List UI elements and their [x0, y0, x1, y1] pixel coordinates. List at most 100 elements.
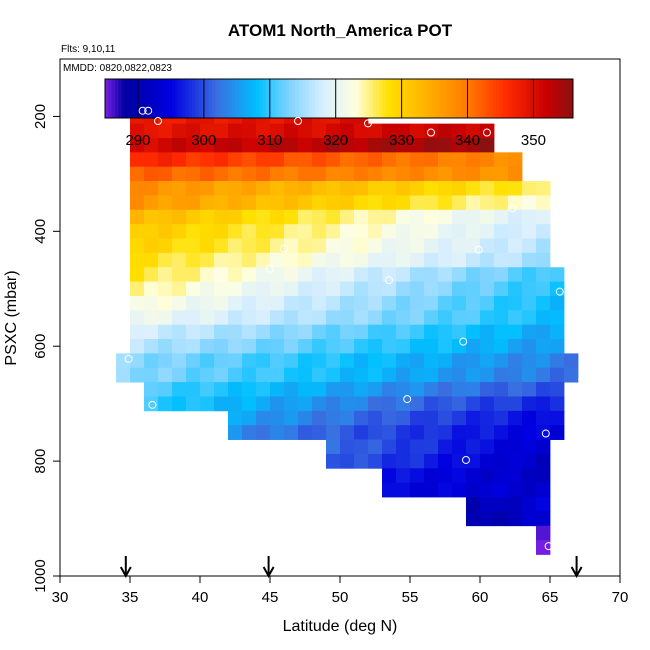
heatmap-cell [340, 195, 355, 211]
heatmap-cell [424, 123, 439, 139]
heatmap-cell [144, 267, 159, 282]
colorbar-swatch [412, 79, 417, 118]
colorbar-swatch [255, 79, 260, 118]
heatmap-cell [256, 267, 271, 282]
x-tick-label: 35 [122, 589, 139, 606]
heatmap-cell [508, 181, 523, 196]
colorbar-swatch [392, 79, 397, 118]
heatmap-cell [340, 295, 355, 311]
observation-marker [138, 106, 147, 115]
heatmap-cell [508, 468, 523, 484]
heatmap-cell [214, 137, 229, 153]
observation-marker [459, 337, 468, 346]
heatmap-cell [494, 396, 509, 412]
heatmap-cell [242, 324, 257, 340]
colorbar-swatch [188, 79, 193, 118]
heatmap-cell [396, 123, 411, 139]
colorbar-swatch [359, 79, 363, 118]
colorbar-swatch [225, 79, 230, 118]
colorbar-swatch [138, 79, 143, 118]
heatmap-cell [368, 181, 383, 196]
heatmap-cell [410, 137, 425, 153]
heatmap-cell [368, 224, 383, 239]
heatmap-cell [452, 453, 467, 469]
colorbar-swatch [409, 79, 414, 118]
heatmap-cell [354, 195, 369, 211]
colorbar-swatch [482, 79, 487, 118]
flight-arrows [119, 556, 583, 579]
heatmap-cell [144, 181, 159, 196]
colorbar-swatch [222, 79, 226, 118]
heatmap-cell [452, 123, 467, 139]
colorbar-swatch [472, 79, 477, 118]
heatmap-cell [298, 181, 313, 196]
heatmap-cell [382, 310, 397, 326]
heatmap-cell [326, 224, 341, 239]
heatmap-cell [270, 195, 285, 211]
heatmap-cell [144, 353, 159, 369]
heatmap-cell [144, 382, 159, 397]
heatmap-cell [452, 439, 467, 455]
colorbar-swatch [562, 79, 567, 118]
heatmap-cell [396, 453, 411, 469]
heatmap-cell [256, 209, 271, 225]
heatmap-cell [200, 224, 215, 239]
heatmap-cell [312, 339, 327, 354]
heatmap-cell [452, 281, 467, 297]
observation-marker [280, 244, 288, 253]
heatmap-cell [536, 310, 551, 326]
heatmap-cell [410, 410, 425, 426]
heatmap-cell [172, 267, 187, 282]
heatmap-cell [298, 310, 313, 326]
colorbar-swatch [308, 79, 313, 118]
heatmap-cell [172, 339, 187, 354]
heatmap-cell [396, 310, 411, 326]
heatmap-cell [242, 152, 257, 168]
heatmap-cell [130, 353, 145, 369]
heatmap-cell [228, 310, 243, 326]
heatmap-cell [312, 252, 327, 268]
heatmap-cell [200, 181, 215, 196]
colorbar-swatch [148, 79, 153, 118]
heatmap-cell [382, 396, 397, 412]
heatmap-cell [452, 382, 467, 397]
heatmap-cell [382, 425, 397, 440]
heatmap-cell [410, 310, 425, 326]
heatmap-cell [270, 324, 285, 340]
heatmap-cell [228, 339, 243, 354]
heatmap-cell [270, 252, 285, 268]
heatmap-cell [550, 410, 565, 426]
colorbar-swatch [252, 79, 256, 118]
y-tick-label: 600 [32, 334, 49, 359]
heatmap-cell [326, 324, 341, 340]
heatmap-cell [410, 152, 425, 168]
heatmap-cell [144, 195, 159, 211]
x-tick-label: 45 [262, 589, 279, 606]
heatmap-cell [494, 482, 509, 498]
heatmap-cell [368, 209, 383, 225]
heatmap-cell [214, 267, 229, 282]
colorbar-swatch [422, 79, 427, 118]
heatmap-cell [256, 152, 271, 168]
heatmap-cell [438, 310, 453, 326]
heatmap-cell [158, 238, 173, 254]
colorbar-swatch [469, 79, 474, 118]
heatmap-cell [424, 425, 439, 440]
heatmap-cell [242, 396, 257, 412]
heatmap-cell [368, 382, 383, 397]
heatmap-cell [228, 367, 243, 383]
heatmap-cell [228, 324, 243, 340]
heatmap-cell [494, 425, 509, 440]
heatmap-cell [368, 453, 383, 469]
heatmap-cell [284, 281, 299, 297]
heatmap-cell [354, 367, 369, 383]
heatmap-cell [228, 123, 243, 139]
heatmap-cell [298, 295, 313, 311]
heatmap-cell [396, 367, 411, 383]
colorbar-swatch [282, 79, 287, 118]
heatmap-cell [242, 295, 257, 311]
colorbar-swatch [205, 79, 210, 118]
heatmap-cell [284, 295, 299, 311]
y-tick-label: 1000 [32, 559, 49, 592]
heatmap-cell [494, 224, 509, 239]
